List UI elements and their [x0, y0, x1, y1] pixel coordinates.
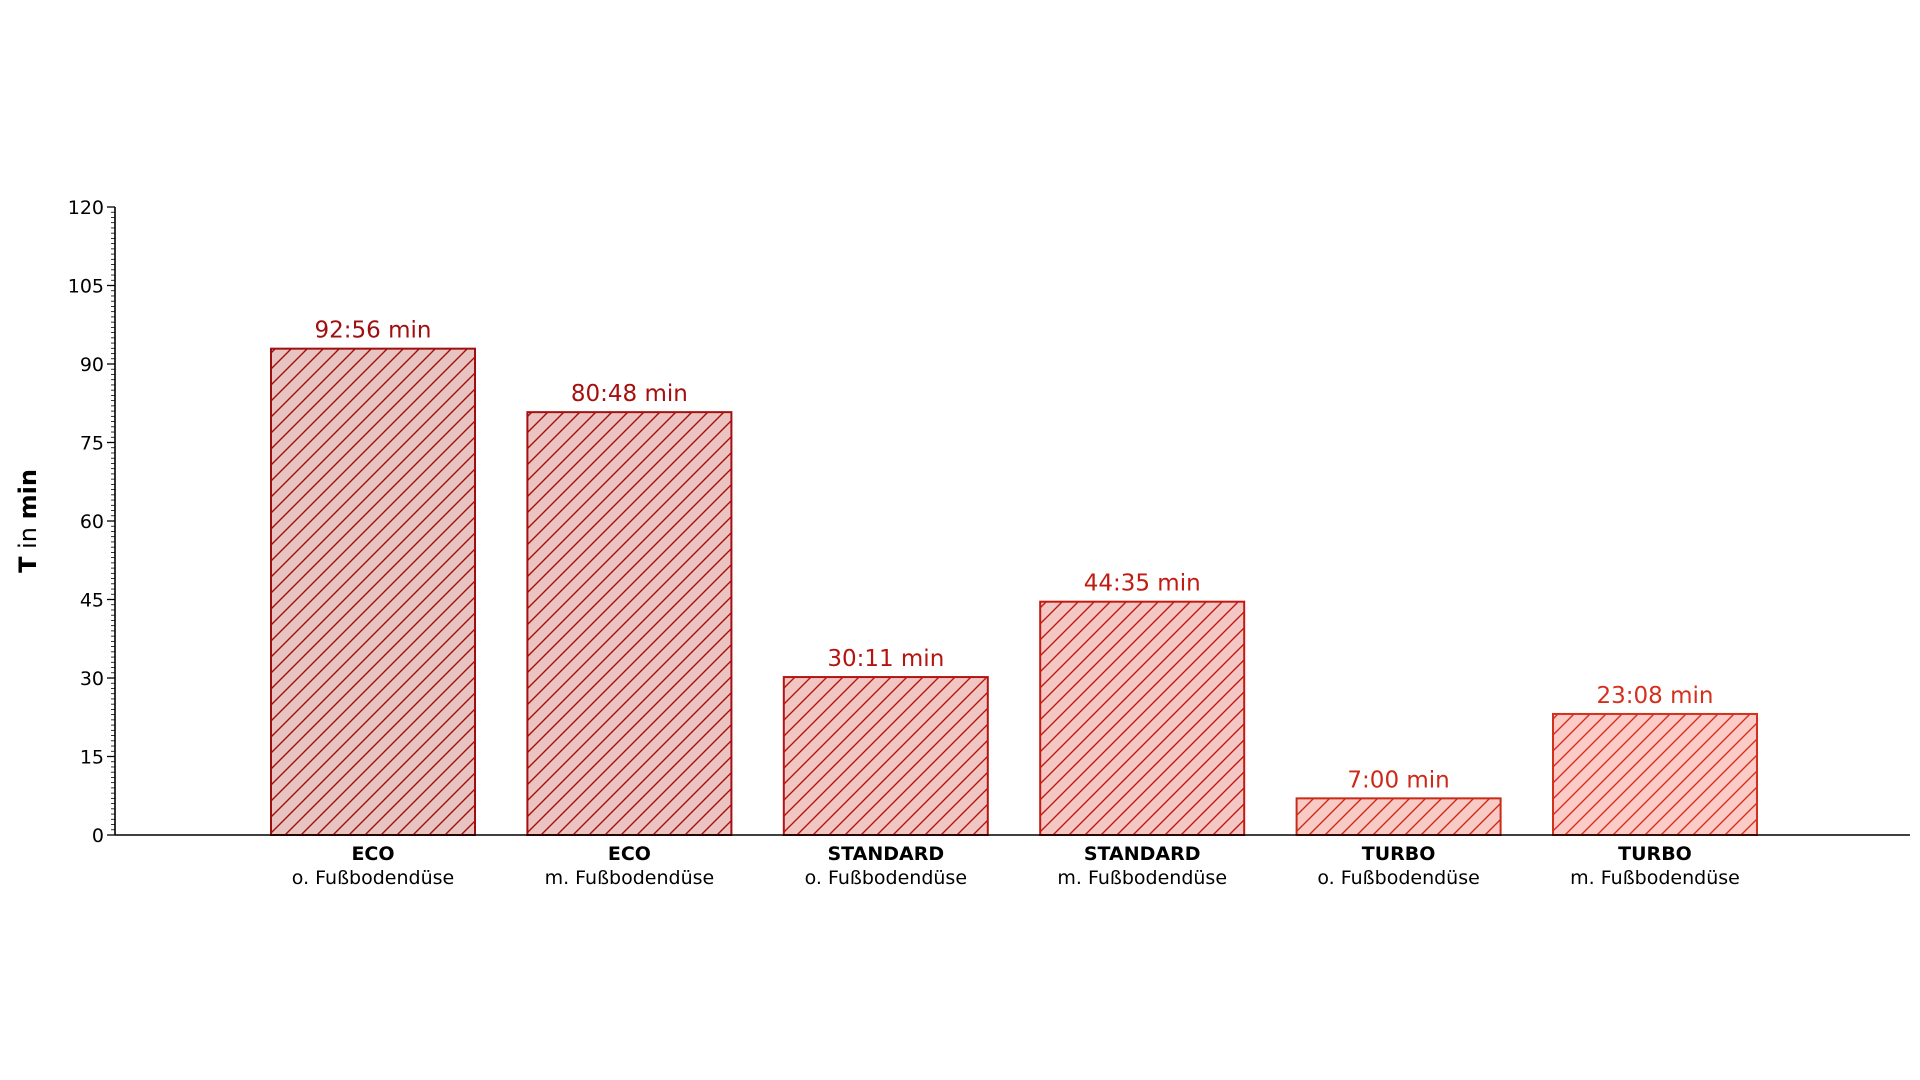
x-category-label-sub: o. Fußbodendüse	[1317, 867, 1479, 889]
x-category-label-sub: o. Fußbodendüse	[292, 867, 454, 889]
bar-value-label: 80:48 min	[571, 381, 688, 407]
bar	[782, 676, 989, 836]
x-category-label-main: TURBO	[1618, 843, 1692, 865]
y-tick-label: 75	[80, 433, 104, 455]
x-category-label-sub: m. Fußbodendüse	[1057, 867, 1227, 889]
bar	[526, 411, 733, 836]
x-category-label-main: TURBO	[1362, 843, 1436, 865]
bar	[1295, 797, 1502, 836]
y-tick-label: 105	[68, 276, 104, 298]
y-axis-label-unit: min	[14, 469, 42, 519]
bar	[270, 347, 476, 836]
y-axis-label: T in min	[14, 469, 42, 573]
x-category-label-main: ECO	[351, 843, 394, 865]
y-tick-label: 90	[80, 354, 104, 376]
y-tick-label: 30	[80, 668, 104, 690]
y-tick-label: 15	[80, 747, 104, 769]
bar-value-label: 44:35 min	[1084, 571, 1201, 597]
value-labels-group: 92:56 min 80:48 min 30:11 min 44:35 min 7:00…	[315, 318, 1714, 794]
y-axis-label-in: in	[14, 519, 42, 556]
y-axis-ticks: 0 15 30 45 60 75 90 105 120	[68, 197, 115, 847]
bar	[1552, 712, 1758, 836]
x-category-label-sub: m. Fußbodendüse	[545, 867, 715, 889]
y-axis-label-symbol: T	[14, 556, 42, 573]
y-tick-label: 120	[68, 197, 104, 219]
x-category-label-main: STANDARD	[827, 843, 944, 865]
bar-value-label: 7:00 min	[1347, 767, 1449, 793]
bar-value-label: 23:08 min	[1597, 683, 1714, 709]
y-tick-label: 60	[80, 511, 104, 533]
bar-value-label: 30:11 min	[827, 646, 944, 672]
x-category-label-sub: m. Fußbodendüse	[1570, 867, 1740, 889]
y-tick-label: 0	[92, 825, 104, 847]
x-category-label-sub: o. Fußbodendüse	[805, 867, 967, 889]
y-tick-label: 45	[80, 590, 104, 612]
bar-value-label: 92:56 min	[315, 318, 432, 344]
bar	[1039, 600, 1246, 836]
x-category-label-main: ECO	[608, 843, 651, 865]
x-category-label-main: STANDARD	[1084, 843, 1201, 865]
bars-group	[270, 347, 1758, 836]
